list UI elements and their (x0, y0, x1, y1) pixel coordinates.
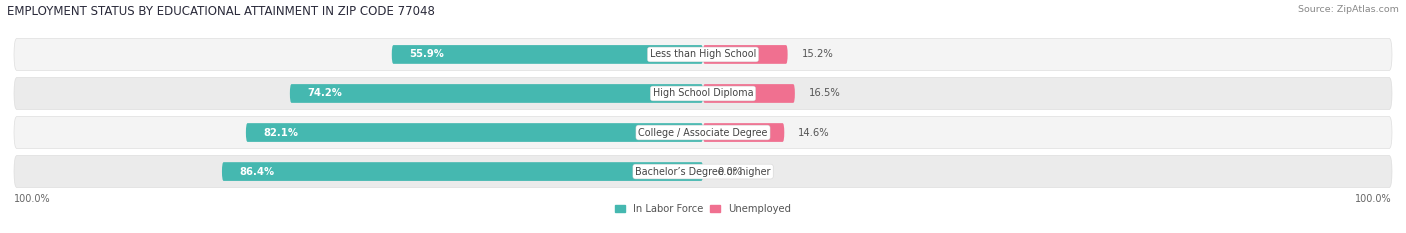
Text: 82.1%: 82.1% (263, 127, 298, 137)
Text: Bachelor’s Degree or higher: Bachelor’s Degree or higher (636, 167, 770, 177)
Text: EMPLOYMENT STATUS BY EDUCATIONAL ATTAINMENT IN ZIP CODE 77048: EMPLOYMENT STATUS BY EDUCATIONAL ATTAINM… (7, 5, 434, 18)
Text: 55.9%: 55.9% (409, 49, 444, 59)
FancyBboxPatch shape (290, 84, 703, 103)
FancyBboxPatch shape (703, 45, 787, 64)
Text: 86.4%: 86.4% (239, 167, 274, 177)
Text: 100.0%: 100.0% (1355, 194, 1392, 204)
Text: High School Diploma: High School Diploma (652, 89, 754, 99)
Text: 74.2%: 74.2% (308, 89, 342, 99)
Text: Source: ZipAtlas.com: Source: ZipAtlas.com (1298, 5, 1399, 14)
Text: 16.5%: 16.5% (808, 89, 841, 99)
Legend: In Labor Force, Unemployed: In Labor Force, Unemployed (616, 204, 790, 214)
FancyBboxPatch shape (222, 162, 703, 181)
FancyBboxPatch shape (703, 123, 785, 142)
FancyBboxPatch shape (703, 84, 794, 103)
FancyBboxPatch shape (14, 156, 1392, 188)
FancyBboxPatch shape (392, 45, 703, 64)
Text: 15.2%: 15.2% (801, 49, 834, 59)
FancyBboxPatch shape (14, 116, 1392, 148)
Text: Less than High School: Less than High School (650, 49, 756, 59)
Text: 100.0%: 100.0% (14, 194, 51, 204)
Text: 0.0%: 0.0% (717, 167, 742, 177)
FancyBboxPatch shape (14, 38, 1392, 70)
FancyBboxPatch shape (246, 123, 703, 142)
FancyBboxPatch shape (14, 78, 1392, 110)
Text: College / Associate Degree: College / Associate Degree (638, 127, 768, 137)
Text: 14.6%: 14.6% (799, 127, 830, 137)
